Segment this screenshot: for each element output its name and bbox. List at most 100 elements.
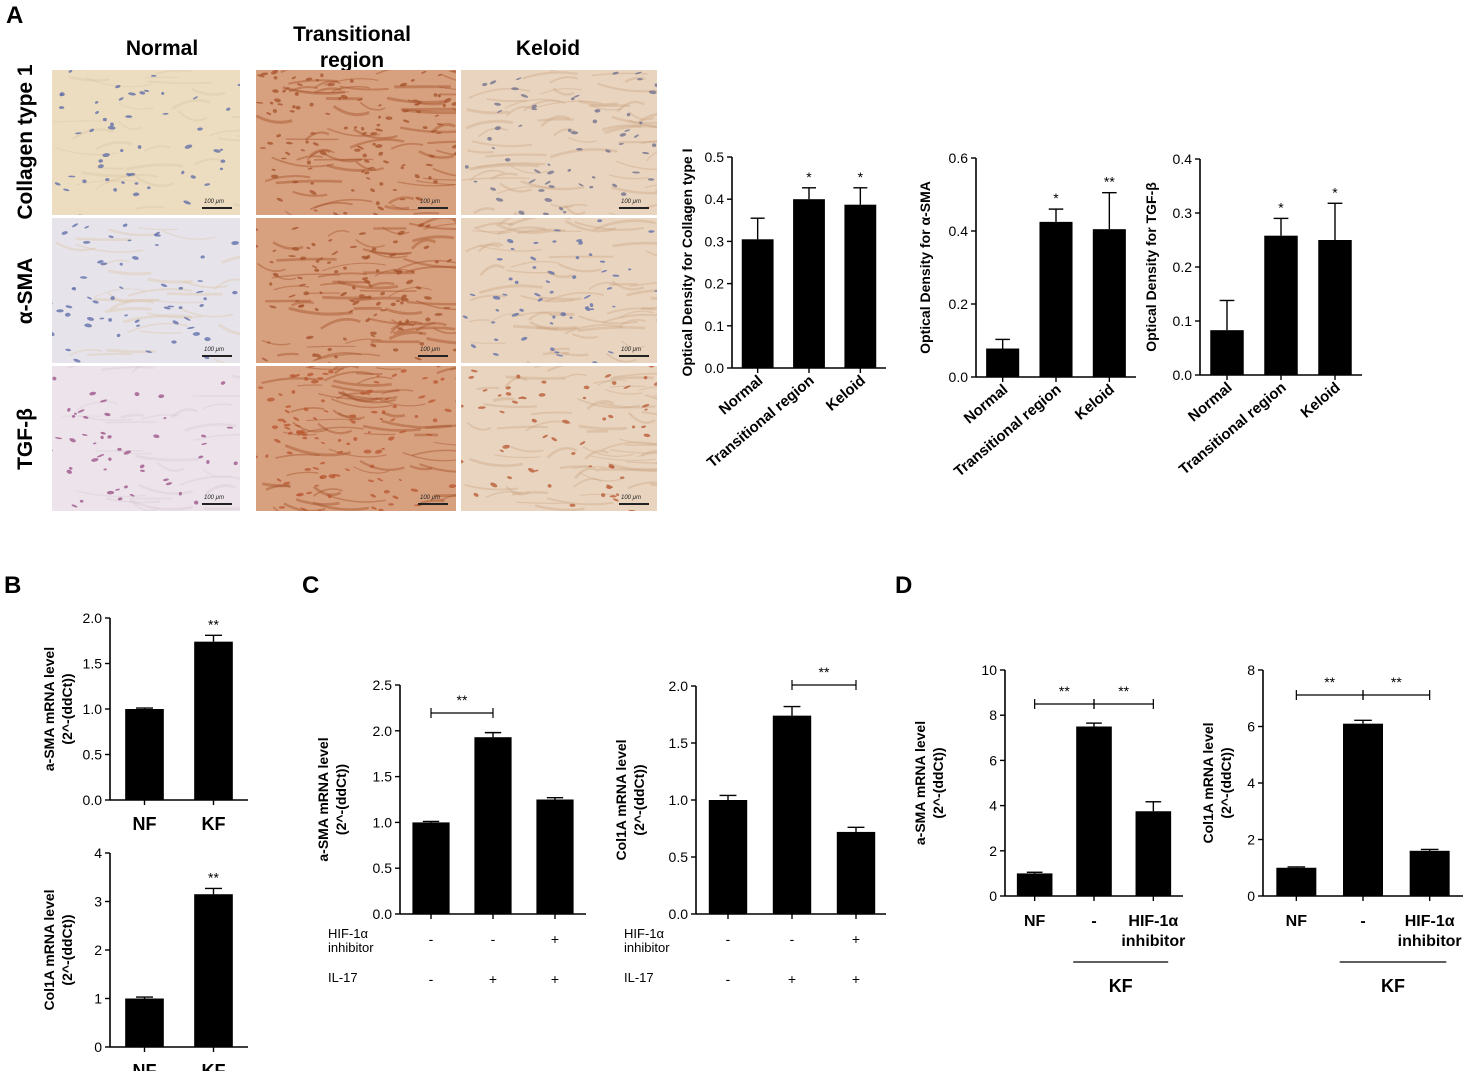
x-tick-label-keloid: Keloid [823,372,869,414]
y-tick-label: 0 [989,888,997,904]
micrograph-texture [256,366,456,511]
micrograph-texture [52,366,240,511]
condition-value: + [852,931,860,947]
y-tick-label: 6 [1247,719,1255,735]
bar-hif-1-inhibitor [1409,850,1450,896]
micrograph-collagen-keloid: 100 μm [461,70,657,215]
y-axis-label: (2^-(ddCt)) [631,764,647,835]
y-axis-label: (2^-(ddCt)) [930,747,946,818]
micrograph-texture [53,70,240,215]
scale-bar-label: 100 μm [204,347,224,353]
chart-d-asma-mrna: 0 2 4 6 8 10 a-SMA mRNA level (2^-(ddCt)) ** ** NF… [912,662,1185,996]
condition-value: + [852,971,860,987]
bar-nf [125,709,164,800]
y-tick-label: 0.5 [705,149,725,165]
condition-value: - [491,931,496,947]
chart-c-asma-mrna: 0.0 0.5 1.0 1.5 2.0 2.5 a-SMA mRNA level (2^-(d… [315,677,586,987]
y-tick-label: 0.1 [705,318,725,334]
x-tick-label-hif-1-inhibitor: inhibitor [1398,933,1462,950]
scale-bar [202,503,232,505]
significance-mark-keloid: * [858,169,864,185]
scale-bar-label: 100 μm [204,199,224,205]
scale-bar-label: 100 μm [621,347,641,353]
condition-value: - [429,971,434,987]
condition-label-il-17: IL-17 [328,970,358,985]
micrograph-texture [462,70,657,215]
micrograph-texture [256,70,456,215]
condition-label-hif-1-inhibitor: HIF-1α [328,926,369,941]
bar-cat [1076,726,1112,896]
y-tick-label: 0.2 [949,296,969,312]
y-tick-label: 1.5 [373,769,393,785]
y-tick-label: 4 [94,845,102,861]
condition-value: + [551,931,559,947]
y-tick-label: 0 [1247,888,1255,904]
condition-label-il-17: IL-17 [624,970,654,985]
y-tick-label: 2 [94,942,102,958]
scale-bar-label: 100 μm [204,495,224,501]
bar-transitional-region [1264,235,1298,375]
condition-value: - [726,971,731,987]
panel-letter-c: C [302,572,320,599]
y-tick-label: 10 [981,662,997,678]
condition-value: - [429,931,434,947]
bar-normal [741,239,774,368]
y-tick-label: 6 [989,752,997,768]
micrograph-texture [462,218,657,363]
y-tick-label: 0.0 [83,792,103,808]
y-tick-label: 1.0 [669,792,689,808]
micrograph-collagen-transitional: 100 μm [256,70,456,215]
y-tick-label: 2 [989,843,997,859]
y-tick-label: 0.0 [949,369,969,385]
y-axis-label: a-SMA mRNA level [41,647,57,771]
y-tick-label: 0.0 [705,360,725,376]
bar-normal [986,348,1020,377]
micrograph-tgfb-transitional: 100 μm [256,366,456,511]
bracket-significance: ** [1059,683,1070,699]
y-axis-label: a-SMA mRNA level [315,737,331,861]
y-tick-label: 0.1 [1173,313,1193,329]
condition-value: - [790,931,795,947]
scale-bar-label: 100 μm [420,495,440,501]
micrograph-texture [461,366,657,511]
x-tick-label-nf: NF [133,814,157,834]
panel-letter-d: D [895,572,913,599]
y-tick-label: 4 [1247,775,1255,791]
scale-bar [619,503,649,505]
bar-hif-1-inhibitor [1135,811,1172,896]
chart-collagen-optical-density: 0.0 0.1 0.2 0.3 0.4 0.5 Optical Density for Co… [679,149,886,471]
scale-bar-label: 100 μm [621,199,641,205]
bracket-significance: ** [819,665,830,680]
group-label: KF [1381,976,1405,996]
chart-tgfb-optical-density: 0.0 0.1 0.2 0.3 0.4 Optical Density for TGF-β… [1143,151,1362,478]
y-tick-label: 0.2 [705,276,725,292]
condition-value: + [489,971,497,987]
condition-value: - [726,931,731,947]
significance-mark-transitional-region: * [1278,199,1284,215]
y-tick-label: 1.0 [373,814,393,830]
bracket-significance: ** [1118,683,1129,699]
panel-letter-a: A [6,2,24,29]
column-header-normal: Normal [125,37,199,60]
x-tick-label-normal: Normal [961,381,1012,427]
y-tick-label: 4 [989,798,997,814]
y-axis-label: Col1A mRNA level [1200,722,1216,843]
y-axis-label: Col1A mRNA level [41,889,57,1010]
y-tick-label: 0.0 [1173,367,1193,383]
significance-mark-keloid: * [1332,184,1338,200]
bracket-significance: ** [457,692,468,708]
scale-bar [202,355,232,357]
significance-mark-kf: ** [208,616,219,632]
y-tick-label: 0.6 [949,150,969,166]
bar-kf [194,894,233,1047]
micrograph-sma-transitional: 100 μm [256,218,456,363]
y-tick-label: 1.5 [669,735,689,751]
micrograph-tgfb-normal: 100 μm [52,366,240,511]
micrograph-sma-normal: 100 μm [52,218,240,363]
bar-keloid [1092,229,1126,377]
chart-b-asma-mrna: 0.0 0.5 1.0 1.5 2.0 a-SMA mRNA level (2^-(ddCt… [41,610,248,834]
x-tick-label-kf: KF [202,1061,226,1071]
y-tick-label: 2.0 [83,610,103,626]
significance-mark-transitional-region: * [806,169,812,185]
scale-bar-label: 100 μm [621,495,641,501]
